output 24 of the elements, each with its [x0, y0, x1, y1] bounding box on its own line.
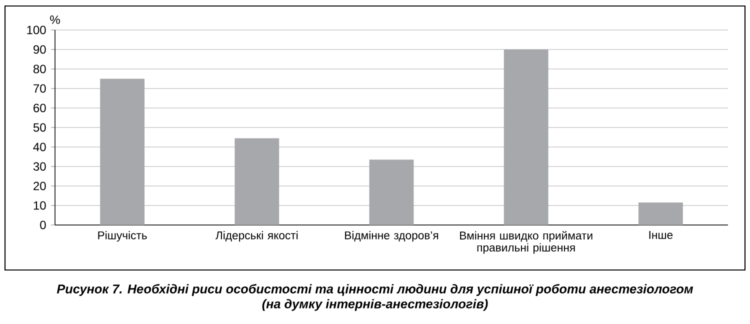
x-tick-label: Рішучість	[98, 231, 147, 242]
text: (на думку інтернів-анестезіологів)	[262, 299, 488, 311]
y-tick-label: 10	[34, 201, 46, 210]
y-tick-label: 100	[27, 26, 46, 34]
y-tick-label: 20	[34, 182, 46, 190]
bar	[638, 202, 683, 225]
bar	[504, 49, 548, 225]
y-tick-label: 70	[34, 84, 46, 93]
x-tick-label: Інше	[649, 231, 673, 239]
bar	[234, 138, 280, 225]
text: Рисунок 7. Необхідні риси особистості та цінності людини для успішної роботи анестезіологом	[56, 284, 694, 296]
y-tick-label: 30	[33, 162, 46, 171]
bar	[369, 160, 414, 225]
x-tick-label: Відмінне здоров’я	[345, 231, 438, 242]
y-tick-label: 90	[34, 45, 46, 54]
y-tick-label: 60	[34, 104, 46, 112]
x-tick-label: Вміння швидко приймати правильні рішення	[460, 231, 592, 254]
bar	[100, 78, 145, 225]
y-tick-label: 40	[33, 142, 46, 152]
y-tick-label: 80	[33, 64, 46, 74]
y-tick-label: 50	[33, 123, 46, 132]
y-axis-title: %	[50, 16, 60, 24]
y-tick-label: 0	[40, 220, 46, 230]
x-tick-label: Лідерські якості	[216, 231, 298, 242]
